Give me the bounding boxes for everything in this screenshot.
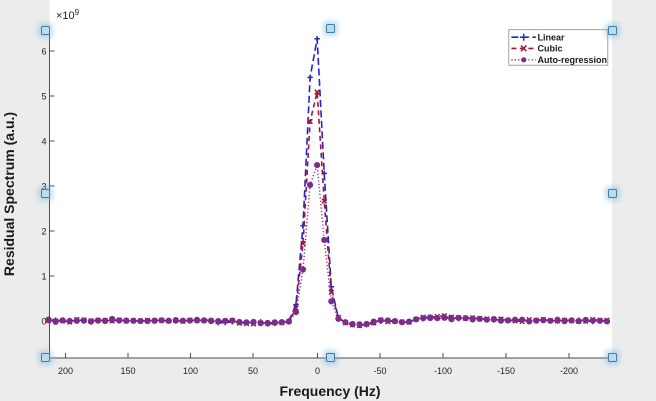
svg-text:150: 150 <box>120 366 135 376</box>
svg-text:0: 0 <box>41 317 46 327</box>
svg-text:100: 100 <box>183 366 198 376</box>
svg-text:Residual Spectrum (a.u.): Residual Spectrum (a.u.) <box>1 112 17 276</box>
svg-text:50: 50 <box>248 366 258 376</box>
svg-text:-100: -100 <box>434 366 452 376</box>
svg-text:2: 2 <box>41 227 46 237</box>
svg-text:0: 0 <box>315 366 320 376</box>
svg-text:-50: -50 <box>373 366 386 376</box>
svg-text:Frequency (Hz): Frequency (Hz) <box>279 383 380 399</box>
svg-text:1: 1 <box>41 272 46 282</box>
svg-text:Cubic: Cubic <box>538 44 563 54</box>
svg-text:-200: -200 <box>560 366 578 376</box>
svg-text:-150: -150 <box>497 366 515 376</box>
svg-text:4: 4 <box>41 137 46 147</box>
svg-text:6: 6 <box>41 47 46 57</box>
svg-text:Linear: Linear <box>538 32 566 42</box>
svg-text:Auto-regression: Auto-regression <box>538 55 608 65</box>
svg-text:200: 200 <box>58 366 73 376</box>
svg-text:5: 5 <box>41 92 46 102</box>
